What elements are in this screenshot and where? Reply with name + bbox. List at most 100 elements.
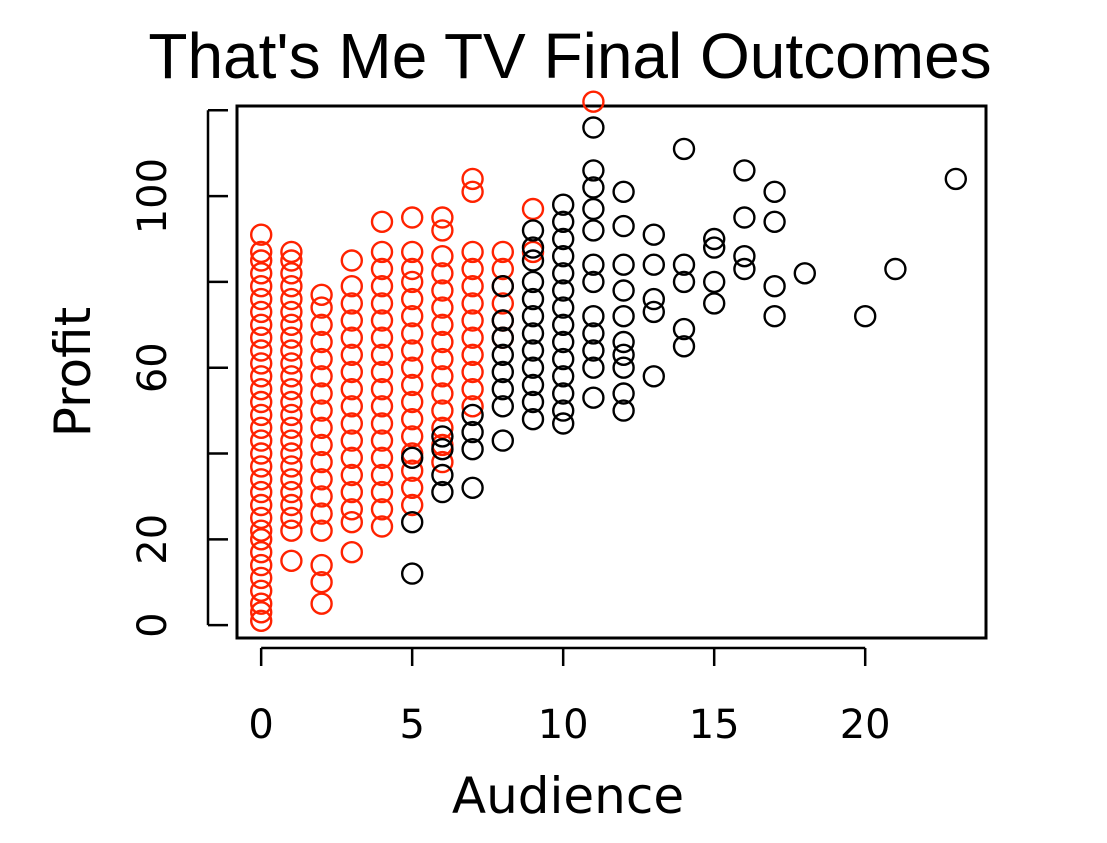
data-point (491, 343, 514, 366)
data-point (461, 257, 484, 281)
data-point (733, 159, 756, 182)
data-point (793, 262, 816, 285)
data-point (340, 249, 363, 272)
data-point (461, 180, 484, 204)
data-point (401, 446, 424, 469)
data-point (431, 262, 454, 285)
data-point (582, 176, 605, 199)
x-tick-label: 0 (248, 702, 273, 748)
data-point (250, 506, 273, 530)
data-point (310, 296, 333, 319)
data-point (280, 249, 303, 272)
data-point (250, 480, 273, 504)
data-point (250, 416, 273, 439)
data-point (672, 270, 696, 294)
data-point (310, 283, 333, 306)
data-point (431, 219, 454, 242)
data-point (250, 365, 273, 388)
data-point (401, 476, 424, 499)
data-point (280, 326, 303, 349)
data-point (642, 253, 665, 276)
data-point (763, 210, 786, 234)
data-point (280, 506, 303, 530)
data-point (370, 463, 394, 487)
data-point (401, 356, 424, 379)
data-point (250, 468, 273, 491)
data-point (703, 270, 726, 294)
data-point (401, 305, 424, 328)
data-point (552, 313, 575, 336)
data-point (310, 519, 333, 542)
data-point (340, 309, 363, 332)
data-point (703, 227, 726, 251)
data-point (250, 313, 273, 336)
data-point (884, 257, 907, 281)
data-point (280, 442, 303, 465)
data-point (280, 287, 303, 311)
data-point (552, 193, 575, 216)
data-point (401, 339, 424, 362)
data-point (672, 317, 696, 341)
data-point (250, 262, 273, 285)
data-point (944, 167, 967, 191)
data-point (703, 292, 726, 315)
data-point (401, 390, 424, 414)
data-point (521, 197, 545, 221)
data-point (340, 511, 363, 534)
data-point (461, 167, 484, 191)
data-point (461, 476, 484, 499)
data-point (310, 382, 333, 405)
data-point (733, 257, 756, 281)
data-point (370, 395, 394, 418)
data-point (370, 257, 394, 281)
data-point (552, 365, 575, 388)
data-point (310, 502, 333, 525)
data-point (491, 429, 514, 452)
data-point (431, 450, 454, 474)
data-point (582, 356, 605, 379)
data-point (612, 382, 635, 405)
data-point (582, 322, 605, 345)
data-point (461, 378, 484, 401)
y-tick-label: 60 (130, 342, 176, 393)
data-point (521, 339, 545, 362)
data-point (310, 399, 333, 422)
data-point (763, 275, 786, 298)
data-point (552, 412, 575, 435)
data-point (552, 245, 575, 268)
data-point (310, 450, 333, 474)
data-point (370, 412, 394, 435)
data-point (763, 180, 786, 204)
data-point (401, 270, 424, 294)
data-point (280, 493, 303, 517)
data-point (280, 300, 303, 324)
data-point (310, 365, 333, 388)
data-point (310, 313, 333, 336)
x-axis-title: Audience (452, 767, 684, 825)
data-point (582, 159, 605, 182)
data-point (340, 541, 363, 564)
data-point (672, 137, 696, 161)
data-point (250, 442, 273, 465)
data-point (370, 326, 394, 349)
data-point (280, 455, 303, 478)
y-axis: 0 20 60 100 (130, 109, 228, 638)
data-point (401, 493, 424, 517)
data-point (733, 245, 756, 268)
data-point (521, 322, 545, 345)
data-point (340, 429, 363, 452)
data-point (370, 240, 394, 264)
data-point (582, 219, 605, 242)
data-point (461, 343, 484, 366)
x-axis: 0 5 10 15 20 (248, 646, 891, 748)
data-point (491, 378, 514, 401)
chart-title: That's Me TV Final Outcomes (148, 20, 991, 92)
data-point (552, 227, 575, 251)
data-point (280, 365, 303, 388)
data-point (250, 275, 273, 298)
data-point (340, 446, 363, 469)
data-point (280, 403, 303, 427)
data-point (642, 223, 665, 246)
data-point (250, 609, 273, 632)
data-point (401, 425, 424, 448)
